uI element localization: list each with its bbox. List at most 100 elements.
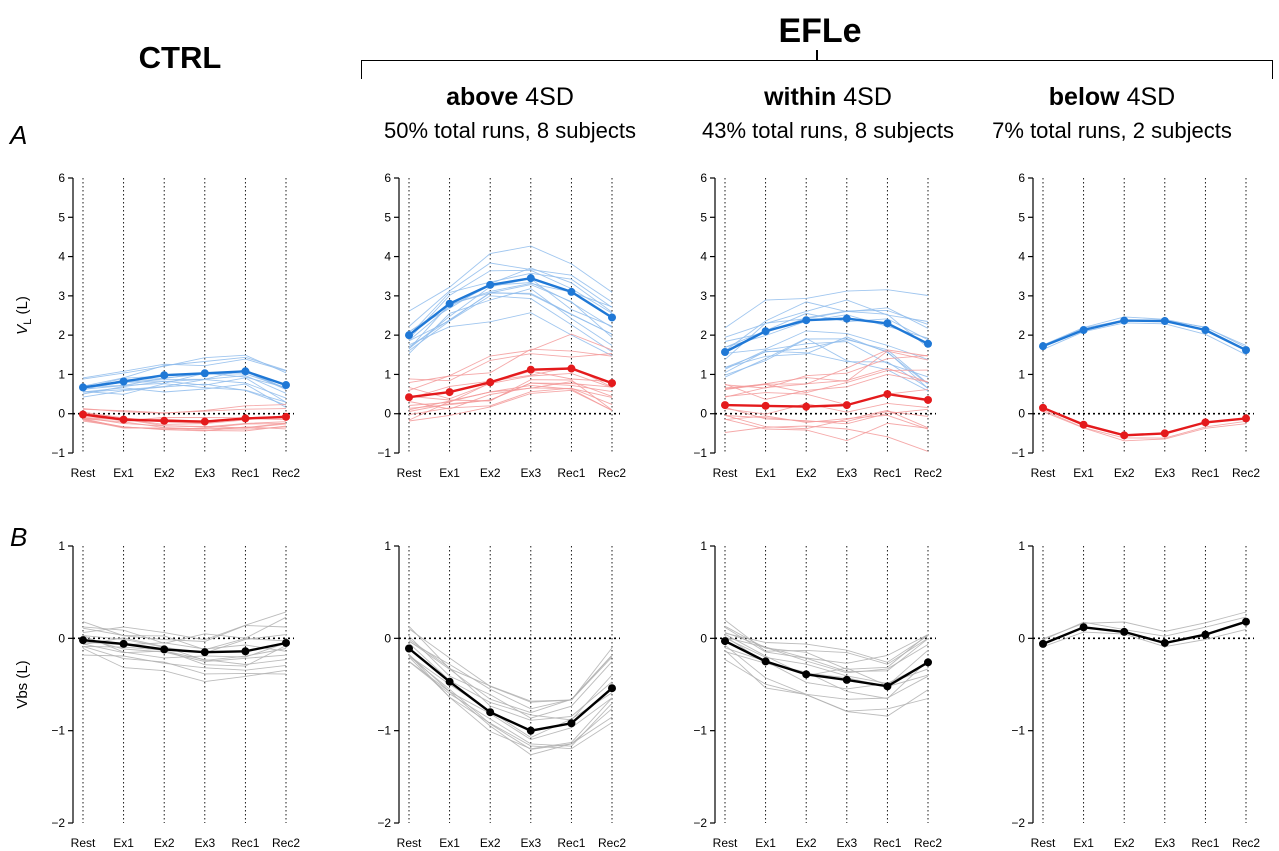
panel-a-2-individual-trace <box>724 388 929 406</box>
panel-a-3-mean-line-blue <box>1042 319 1247 352</box>
panel-a-0-y-tick-label: 4 <box>58 250 65 264</box>
panel-b-1-individual-trace <box>408 641 613 710</box>
panel-b-1-individual-trace <box>408 625 613 702</box>
panel-b-1-individual-trace <box>408 655 613 739</box>
panel-a-1-y-tick-label: 6 <box>384 171 391 185</box>
panel-a-1-individual-trace <box>408 288 613 355</box>
panel-b-3-individual-trace <box>1042 628 1247 648</box>
panel-a-0-individual-trace <box>82 377 287 403</box>
panel-b-2-x-tick-label: Ex1 <box>755 836 776 850</box>
subgroup-above-desc: 50% total runs, 8 subjects <box>384 118 636 143</box>
panel-b-0-mean-point-black <box>119 639 128 648</box>
panel-b-1-y-tick-label: 0 <box>384 631 391 645</box>
panel-a-2-individual-trace <box>724 409 929 430</box>
panel-a-1-individual-trace <box>408 389 613 422</box>
panel-a-0-mean-point-red <box>200 417 209 426</box>
panel-b-2-individual-trace <box>724 637 929 684</box>
panel-a-2-mean-point-blue <box>924 339 932 348</box>
panel-b-0-individual-trace <box>82 647 287 683</box>
panel-b-3-mean-point-black <box>1039 639 1047 648</box>
panel-a-0-individual-trace <box>82 354 287 380</box>
panel-a-2-mean-point-blue <box>721 348 729 357</box>
panel-b-0-mean-point-black <box>282 638 290 647</box>
panel-a-0-y-tick-label: 6 <box>58 171 65 185</box>
panel-b-2-mean-point-black <box>842 675 851 684</box>
panel-b-0-individual-trace <box>82 643 287 665</box>
subgroup-within-bold: within <box>764 83 837 111</box>
panel-a-3-individual-trace <box>1042 411 1247 442</box>
panel-a-1-mean-point-blue <box>608 313 616 322</box>
panel-a-2-mean-point-blue <box>842 314 851 323</box>
panel-a-0-x-tick-label: Ex1 <box>113 466 134 480</box>
panel-a-0-mean-point-blue <box>241 367 250 376</box>
panel-a-1-mean-point-blue <box>405 331 413 340</box>
panel-a-0-individual-trace <box>82 383 287 406</box>
panel-a-3-x-tick-label: Rest <box>1031 466 1056 480</box>
panel-b-0-mean-point-black <box>200 648 209 657</box>
panel-b-1-y-tick-label: −1 <box>377 724 391 738</box>
panel-a-0-individual-trace <box>82 419 287 432</box>
panel-a-2-individual-trace <box>724 289 929 329</box>
panel-a-1-y-tick-label: 2 <box>384 328 391 342</box>
panel-a-0-x-tick-label: Rest <box>71 466 96 480</box>
panel-a-1-mean-point-blue <box>445 299 454 308</box>
panel-a-0-mean-point-blue <box>79 383 87 392</box>
panel-a-0-individual-trace <box>82 372 287 390</box>
panel-a-2-y-tick-label: 4 <box>700 250 707 264</box>
panel-b-ylabel: Vbs (L) <box>14 660 31 708</box>
panel-a-2-mean-line-blue <box>724 317 929 354</box>
panel-a-1-individual-trace <box>408 387 613 410</box>
subgroup-below-bold: below <box>1048 83 1120 111</box>
panel-b-1-x-tick-label: Ex1 <box>439 836 460 850</box>
panel-a-2-mean-point-blue <box>802 316 811 325</box>
panel-b-3-y-tick-label: −2 <box>1011 816 1025 830</box>
panel-a-0-y-tick-label: 0 <box>58 407 65 421</box>
panel-b-0-mean-point-black <box>241 647 250 656</box>
panel-b-1-mean-point-black <box>445 677 454 686</box>
panel-b-2-y-tick-label: −1 <box>693 724 707 738</box>
panel-b-2-individual-trace <box>724 632 929 663</box>
panel-a-2-individual-trace <box>724 418 929 442</box>
panel-b-3-x-tick-label: Rec1 <box>1191 836 1219 850</box>
panel-a-0-mean-point-blue <box>119 377 128 386</box>
panel-a-1-individual-trace <box>408 333 613 391</box>
panel-a-1-individual-trace <box>408 269 613 340</box>
panel-b-1-mean-point-black <box>486 708 495 717</box>
panel-b-1-individual-trace <box>408 642 613 721</box>
panel-a-0-individual-trace <box>82 383 287 408</box>
panel-a-2-individual-trace <box>724 373 929 400</box>
panel-a-1-individual-trace <box>408 379 613 411</box>
panel-a-2-y-tick-label: 5 <box>700 210 707 224</box>
panel-b-1-individual-trace <box>408 660 613 740</box>
panel-b-2-mean-point-black <box>761 657 770 666</box>
panel-a-1-individual-trace <box>408 262 613 327</box>
panel-a-3-x-tick-label: Rec1 <box>1191 466 1219 480</box>
panel-b-3-y-tick-label: −1 <box>1011 724 1025 738</box>
panel-b-2-mean-point-black <box>924 658 932 667</box>
subgroup-above-rest: 4SD <box>525 83 574 111</box>
panel-a-0-y-tick-label: −1 <box>51 446 65 460</box>
panel-a-3-mean-point-red <box>1242 414 1250 423</box>
panel-a-0-x-tick-label: Rec2 <box>272 466 300 480</box>
panel-a-0-mean-point-red <box>79 410 87 419</box>
panel-b-3-x-tick-label: Ex3 <box>1154 836 1175 850</box>
panel-a-3-y-tick-label: 2 <box>1018 328 1025 342</box>
panel-a-1-individual-trace <box>408 272 613 337</box>
panel-a-2-y-tick-label: −1 <box>693 446 707 460</box>
panel-a-1-y-tick-label: 0 <box>384 407 391 421</box>
panel-a-2-y-tick-label: 2 <box>700 328 707 342</box>
panel-b-3-mean-line-black <box>1042 620 1247 646</box>
panel-a-0-mean-point-red <box>119 415 128 424</box>
panel-a-2-individual-trace <box>724 341 929 378</box>
panel-a-0-y-tick-label: 3 <box>58 289 65 303</box>
panel-b-0-individual-trace <box>82 645 287 675</box>
panel-a-1-mean-point-red <box>608 379 616 388</box>
panel-a-2-individual-trace <box>724 349 929 398</box>
panel-b-3-x-tick-label: Rest <box>1031 836 1056 850</box>
panel-b-2-individual-trace <box>724 659 929 717</box>
panel-a-0-mean-point-red <box>160 416 169 425</box>
panel-b-3-mean-point-black <box>1079 623 1088 632</box>
panel-b-0-x-tick-label: Ex2 <box>154 836 175 850</box>
subgroup-below-rest: 4SD <box>1126 83 1176 111</box>
panel-a-3-y-tick-label: 6 <box>1018 171 1025 185</box>
